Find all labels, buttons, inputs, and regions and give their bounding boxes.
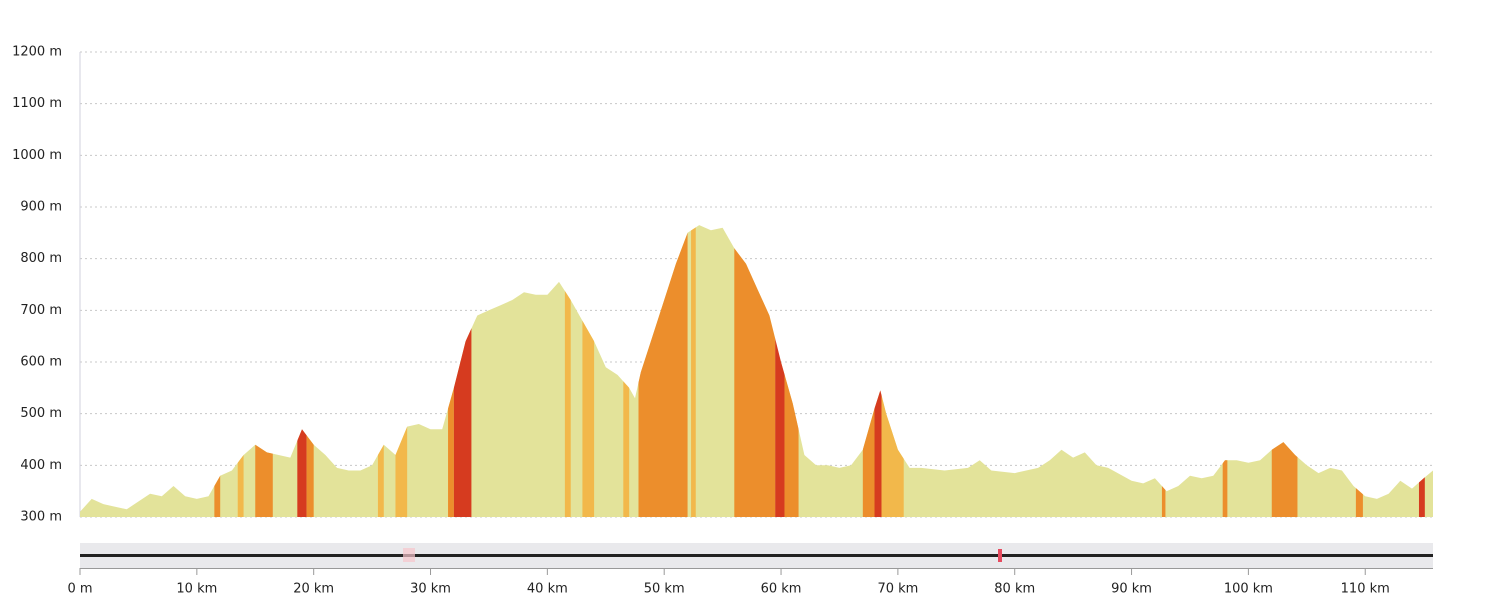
gradient-segment bbox=[1355, 225, 1363, 517]
gradient-segment bbox=[237, 225, 244, 517]
gradient-segment bbox=[1222, 225, 1228, 517]
x-tick-label: 40 km bbox=[527, 582, 568, 597]
y-tick-label: 700 m bbox=[20, 303, 62, 318]
gradient-segment bbox=[306, 225, 314, 517]
y-tick-label: 800 m bbox=[20, 251, 62, 266]
gradient-segment bbox=[874, 225, 882, 517]
gradient-segment bbox=[448, 225, 454, 517]
y-tick-label: 1100 m bbox=[12, 96, 62, 111]
gradient-segment bbox=[395, 225, 408, 517]
x-tick-label: 60 km bbox=[761, 582, 802, 597]
y-tick-label: 900 m bbox=[20, 200, 62, 215]
gradient-segment bbox=[1271, 225, 1298, 517]
x-tick-label: 10 km bbox=[176, 582, 217, 597]
x-tick-label: 30 km bbox=[410, 582, 451, 597]
x-tick-label: 80 km bbox=[994, 582, 1035, 597]
gradient-segment bbox=[297, 225, 307, 517]
gradient-segment bbox=[1161, 225, 1166, 517]
gradient-segment bbox=[453, 225, 472, 517]
gradient-segment bbox=[255, 225, 273, 517]
gradient-segment bbox=[638, 225, 688, 517]
y-tick-label: 400 m bbox=[20, 458, 62, 473]
gradient-segment bbox=[564, 225, 571, 517]
y-tick-label: 500 m bbox=[20, 406, 62, 421]
navigator-marker[interactable] bbox=[403, 548, 415, 562]
gradient-segment bbox=[1418, 225, 1425, 517]
y-tick-label: 600 m bbox=[20, 355, 62, 370]
x-tick-label: 0 m bbox=[67, 582, 92, 597]
gradient-segment bbox=[623, 225, 630, 517]
gradient-segment bbox=[214, 225, 221, 517]
gradient-segment bbox=[377, 225, 384, 517]
x-tick-label: 50 km bbox=[644, 582, 685, 597]
navigator-marker[interactable] bbox=[998, 549, 1002, 562]
x-tick-label: 20 km bbox=[293, 582, 334, 597]
x-tick-label: 90 km bbox=[1111, 582, 1152, 597]
x-tick-label: 100 km bbox=[1224, 582, 1273, 597]
gradient-segment bbox=[691, 225, 696, 517]
gradient-segment bbox=[862, 225, 875, 517]
gradient-segment bbox=[881, 225, 904, 517]
y-tick-label: 1200 m bbox=[12, 45, 62, 60]
gradient-segment bbox=[775, 225, 785, 517]
gradient-segment bbox=[734, 225, 776, 517]
plot: 300 m 400 m 500 m 600 m 700 m 800 m 900 m 1000 … bbox=[12, 45, 1433, 525]
gradient-segment bbox=[784, 225, 799, 517]
gradient-segment bbox=[582, 225, 595, 517]
gradient-segments bbox=[214, 225, 1425, 517]
y-tick-label: 1000 m bbox=[12, 148, 62, 163]
x-tick-label: 110 km bbox=[1341, 582, 1390, 597]
x-tick-label: 70 km bbox=[877, 582, 918, 597]
y-tick-label: 300 m bbox=[20, 510, 62, 525]
